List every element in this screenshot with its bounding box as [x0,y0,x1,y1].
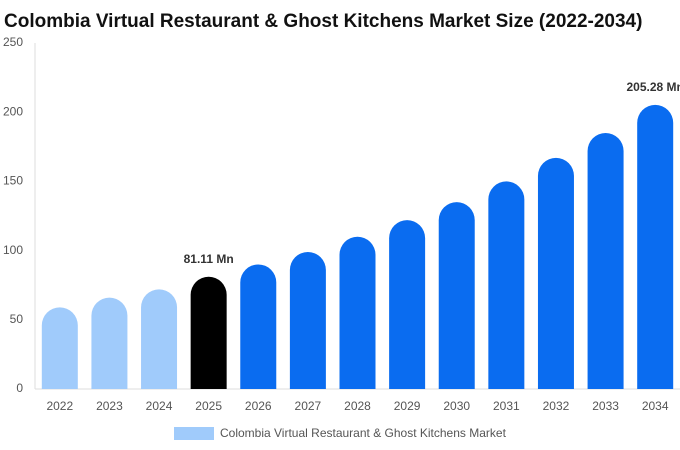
y-tick-label: 150 [3,174,23,188]
y-tick-label: 0 [16,381,23,395]
x-tick-label: 2023 [96,399,123,413]
bar [339,236,376,389]
bar [488,181,525,389]
value-label: 81.11 Mn [184,252,234,266]
bar [389,220,426,389]
x-tick-label: 2030 [443,399,470,413]
x-tick-label: 2033 [592,399,619,413]
bar [41,307,78,389]
x-tick-label: 2032 [543,399,570,413]
x-tick-label: 2031 [493,399,520,413]
legend-label: Colombia Virtual Restaurant & Ghost Kitc… [220,426,507,440]
y-tick-label: 100 [3,243,23,257]
x-tick-label: 2028 [344,399,371,413]
y-tick-label: 250 [3,35,23,49]
bar [537,157,574,389]
x-tick-label: 2034 [642,399,669,413]
bar [637,104,674,389]
x-tick-label: 2027 [295,399,322,413]
chart-title: Colombia Virtual Restaurant & Ghost Kitc… [4,11,642,32]
y-tick-label: 200 [3,104,23,118]
bar [190,276,227,389]
x-tick-label: 2024 [146,399,173,413]
bar [91,297,128,389]
bar [289,251,326,389]
x-tick-label: 2022 [46,399,73,413]
x-tick-label: 2026 [245,399,272,413]
legend-swatch [174,427,214,440]
bar [587,132,624,389]
bar [240,264,277,389]
x-tick-label: 2025 [195,399,222,413]
bar [141,289,178,389]
bar [438,202,475,389]
value-label: 205.28 Mn [627,80,680,94]
y-tick-label: 50 [10,312,24,326]
x-tick-label: 2029 [394,399,421,413]
